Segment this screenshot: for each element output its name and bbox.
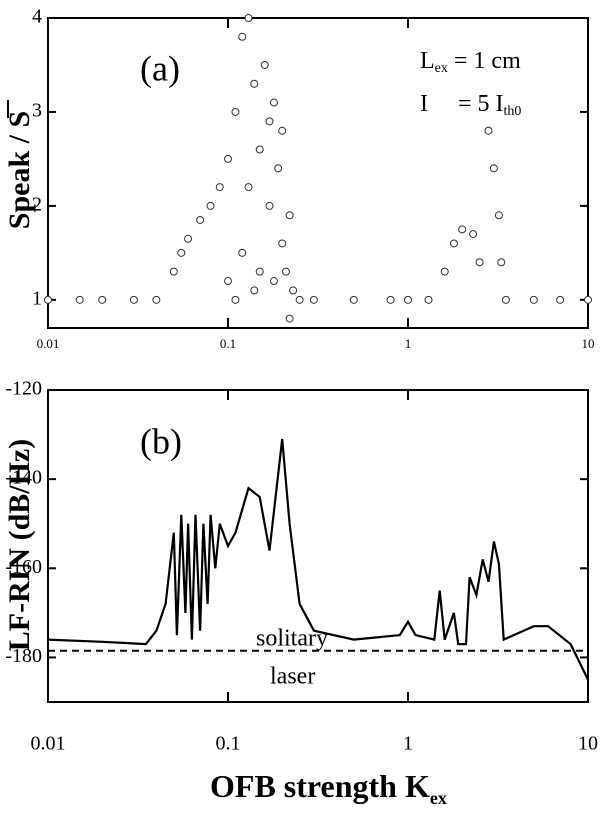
scatter-point: [231, 295, 240, 304]
x-tick-label: 10: [582, 336, 595, 351]
scatter-point: [295, 295, 304, 304]
scatter-point: [386, 295, 395, 304]
scatter-point: [489, 164, 498, 173]
x-axis-label: OFB strength Kex: [210, 768, 447, 808]
y-tick-label: -120: [5, 378, 42, 400]
scatter-point: [206, 201, 215, 210]
x-axis-label-sub: ex: [430, 788, 447, 808]
scatter-point: [349, 295, 358, 304]
x-tick-label: 0.1: [216, 733, 241, 755]
scatter-point: [224, 154, 232, 163]
scatter-point: [244, 183, 253, 192]
y-tick-label: 2: [32, 193, 42, 215]
scatter-point: [250, 79, 259, 88]
y-tick-label: -160: [5, 556, 42, 578]
annotation: I = 5 Ith0: [420, 91, 521, 120]
scatter-point: [449, 239, 458, 248]
scatter-point: [265, 117, 274, 126]
scatter-point: [224, 277, 232, 286]
scatter-point: [215, 183, 224, 192]
line-series: [47, 438, 589, 681]
scatter-point: [152, 295, 161, 304]
scatter-point: [285, 314, 294, 323]
scatter-point: [238, 248, 247, 257]
scatter-point: [274, 164, 283, 173]
scatter-point: [169, 267, 178, 276]
scatter-point: [184, 234, 193, 243]
y-tick-label: 1: [32, 287, 42, 309]
y-tick-label: 3: [32, 100, 42, 122]
scatter-point: [269, 98, 278, 107]
annotation-sub: ex: [435, 61, 448, 76]
panel-label: (a): [140, 48, 180, 88]
scatter-point: [289, 286, 298, 295]
scatter-point: [278, 126, 287, 135]
x-tick-label: 1: [403, 733, 413, 755]
scatter-point: [98, 295, 107, 304]
panel-label: (b): [140, 421, 182, 461]
scatter-point: [75, 295, 84, 304]
scatter-point: [250, 286, 259, 295]
scatter-point: [309, 295, 318, 304]
y-tick-label: 4: [32, 6, 42, 28]
scatter-point: [177, 248, 186, 257]
scatter-point: [497, 258, 506, 267]
annotation: Lex = 1 cm: [420, 48, 521, 77]
annotation-part: = 5 I: [458, 91, 504, 117]
plot-frame: [47, 17, 589, 329]
scatter-point: [584, 295, 592, 304]
y-tick-label: -140: [5, 467, 42, 489]
scatter-point: [244, 14, 253, 22]
annotation: laser: [270, 664, 315, 690]
annotation-part: I: [420, 91, 428, 117]
scatter-point: [129, 295, 138, 304]
x-axis-label-main: OFB strength K: [210, 768, 430, 804]
scatter-point: [475, 258, 484, 267]
scatter-point: [556, 295, 565, 304]
scatter-point: [424, 295, 433, 304]
x-tick-label: 0.01: [31, 733, 66, 755]
scatter-point: [260, 60, 269, 69]
scatter-point: [458, 225, 467, 234]
scatter-point: [404, 295, 412, 304]
y-axis-label: Speak / S: [3, 111, 36, 229]
scatter-point: [255, 267, 264, 276]
scatter-point: [285, 211, 294, 220]
scatter-point: [484, 126, 493, 135]
scatter-point: [231, 107, 240, 116]
scatter-point: [278, 239, 287, 248]
scatter-point: [265, 201, 274, 210]
x-tick-label: 1: [405, 336, 412, 351]
y-axis-label: LF-RIN (dB/Hz): [3, 439, 36, 652]
x-tick-label: 0.01: [37, 336, 60, 351]
annotation-part: = 1 cm: [454, 48, 521, 74]
annotation-part: L: [420, 48, 435, 74]
annotation: solitary: [256, 626, 328, 652]
scatter-point: [494, 211, 503, 220]
scatter-point: [269, 277, 278, 286]
scatter-point: [440, 267, 449, 276]
scatter-point: [196, 215, 205, 224]
plot-frame: [47, 389, 589, 703]
y-tick-label: -180: [5, 645, 42, 667]
scatter-point: [44, 295, 52, 304]
scatter-point: [281, 267, 290, 276]
x-tick-label: 0.1: [220, 336, 236, 351]
annotation-sub: th0: [504, 104, 522, 119]
x-tick-label: 10: [578, 733, 598, 755]
scatter-point: [255, 145, 264, 154]
scatter-point: [238, 32, 247, 41]
scatter-point: [469, 230, 478, 239]
scatter-point: [529, 295, 538, 304]
scatter-point: [501, 295, 510, 304]
